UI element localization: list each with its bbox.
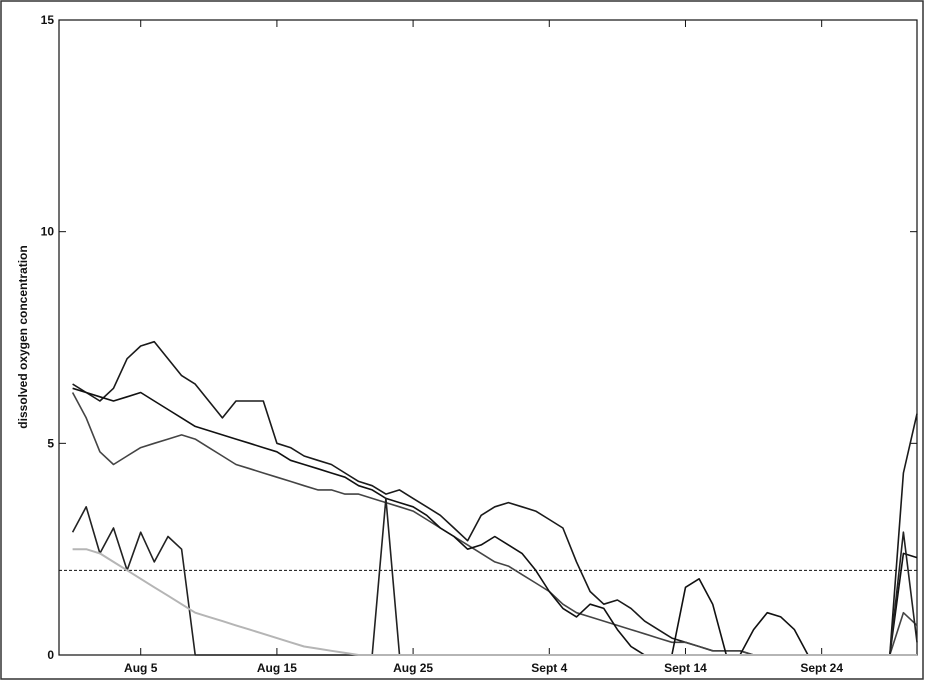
series-line — [71, 392, 918, 656]
y-tick-label: 0 — [47, 648, 54, 662]
x-tick-label: Sept 4 — [531, 661, 567, 675]
y-tick-label: 5 — [47, 436, 54, 450]
x-tick-label: Sept 14 — [664, 661, 707, 675]
x-tick-label: Aug 5 — [124, 661, 158, 675]
y-tick-label: 15 — [41, 13, 55, 27]
x-tick-label: Sept 24 — [800, 661, 843, 675]
y-axis-label: dissolved oxygen concentration — [16, 245, 30, 428]
series-line — [71, 497, 918, 656]
y-tick-label: 10 — [41, 225, 55, 239]
x-tick-label: Aug 15 — [257, 661, 297, 675]
x-tick-label: Aug 25 — [393, 661, 433, 675]
series-line — [72, 548, 917, 656]
plot-frame — [58, 19, 918, 656]
series-line — [72, 340, 918, 656]
series-line — [72, 387, 918, 656]
